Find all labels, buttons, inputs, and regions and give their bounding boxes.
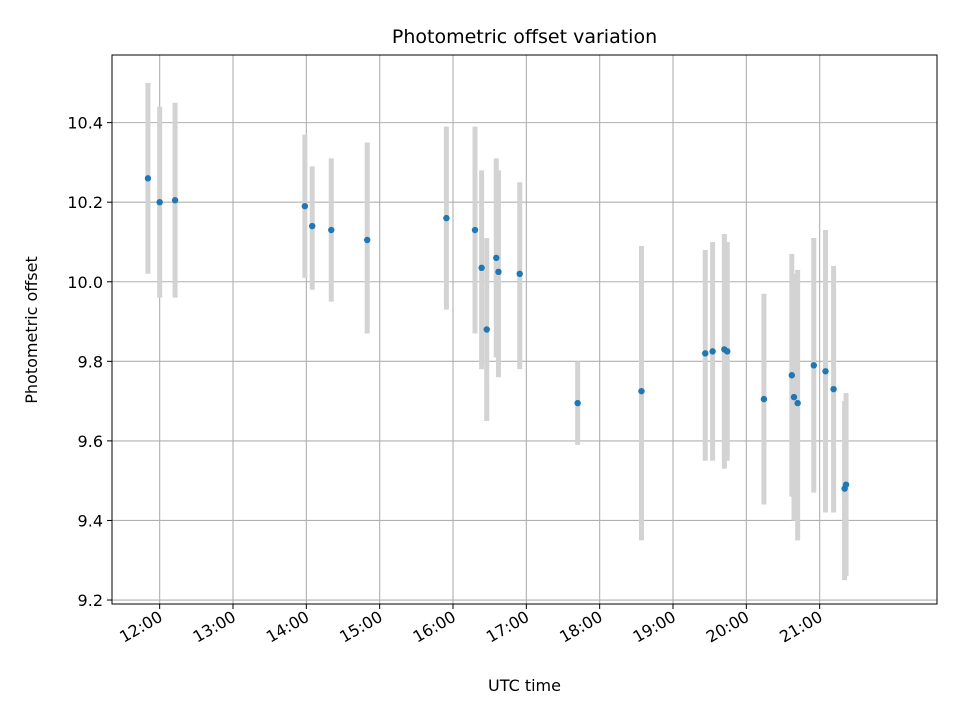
- data-point: [156, 198, 163, 206]
- data-point: [790, 393, 798, 401]
- y-tick-label: 10.4: [67, 114, 103, 133]
- data-point: [702, 350, 709, 357]
- data-point: [794, 399, 801, 407]
- data-point: [495, 268, 502, 276]
- y-tick-label: 10.2: [67, 193, 103, 212]
- data-point: [516, 270, 523, 278]
- data-point: [171, 197, 179, 204]
- y-tick-label: 9.8: [78, 352, 103, 371]
- data-point: [638, 387, 645, 395]
- data-point: [822, 368, 829, 375]
- data-point: [309, 222, 316, 230]
- data-point: [478, 264, 485, 272]
- data-point: [842, 481, 850, 488]
- data-point: [810, 362, 817, 369]
- y-tick-label: 9.4: [78, 511, 103, 530]
- data-point: [724, 348, 731, 355]
- data-point: [788, 372, 795, 379]
- chart-title: Photometric offset variation: [392, 26, 657, 48]
- y-tick-label: 9.2: [78, 591, 103, 610]
- data-point: [709, 348, 716, 355]
- plot-frame: [111, 54, 938, 605]
- data-point: [301, 202, 309, 210]
- data-point: [328, 226, 335, 234]
- data-point: [483, 326, 490, 333]
- data-point: [443, 214, 450, 222]
- data-point: [364, 236, 371, 244]
- data-point: [144, 175, 152, 182]
- data-point: [493, 254, 500, 262]
- y-axis-ticks: 9.2 9.4 9.6 9.8 10.0 10.2 10.4: [67, 114, 112, 610]
- data-points: [144, 175, 850, 492]
- x-axis-label: UTC time: [488, 676, 561, 695]
- data-point: [574, 399, 581, 407]
- data-point: [830, 385, 837, 393]
- data-point: [760, 395, 768, 403]
- y-axis-label: Photometric offset: [22, 256, 41, 404]
- y-tick-label: 9.6: [78, 432, 103, 451]
- y-tick-label: 10.0: [67, 273, 103, 292]
- data-point: [471, 226, 479, 234]
